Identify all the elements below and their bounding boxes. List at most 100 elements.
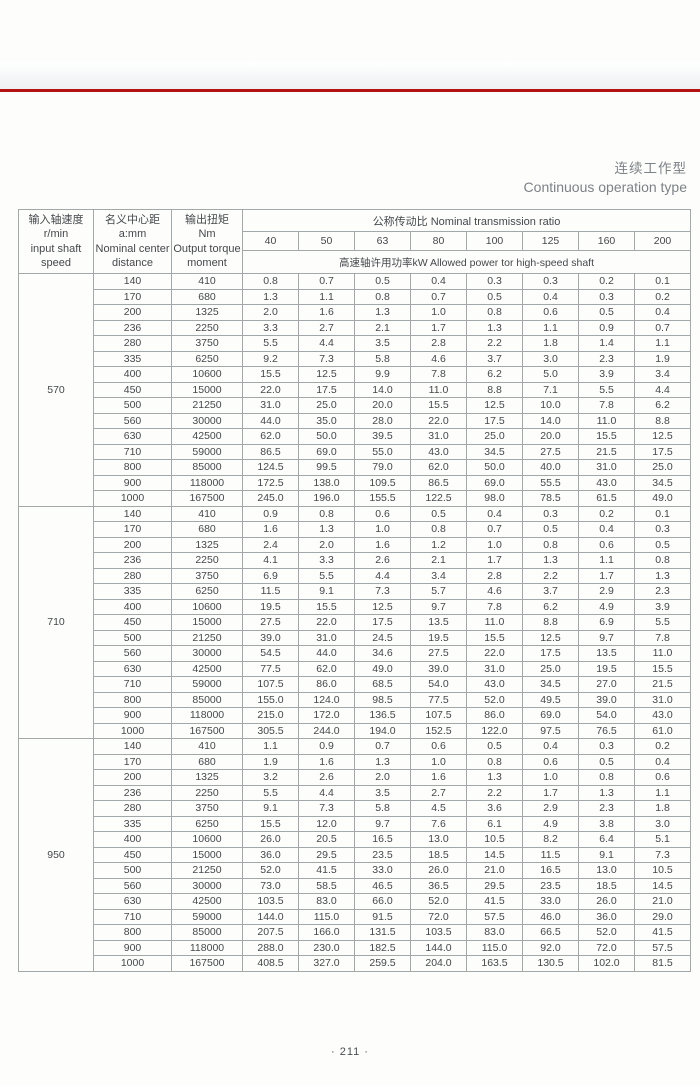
col-header-center-distance-line4: distance [112,256,153,269]
torque-cell: 167500 [171,490,243,507]
power-value-cell: 97.5 [522,722,579,739]
power-value-cell: 6.1 [466,815,523,832]
torque-cell: 2250 [171,319,243,336]
power-value-cell: 15.5 [242,815,299,832]
power-value-cell: 124.5 [242,459,299,476]
power-value-cell: 15.5 [466,629,523,646]
power-value-cell: 1.6 [298,304,355,321]
power-value-cell: 49.5 [522,691,579,708]
power-value-cell: 52.0 [242,862,299,879]
table-row: 710 59000 144.0 115.0 91.5 72.0 57.5 46.0 36.0 29… [19,908,692,925]
table-row: 900 118000 288.0 230.0 182.5 144.0 115.0 92.0 72… [19,939,692,956]
speed-group-cell: 710 [18,505,94,739]
power-value-cell: 0.4 [466,505,523,522]
torque-cell: 21250 [171,397,243,414]
power-value-cell: 1.7 [522,784,579,801]
power-value-cell: 244.0 [298,722,355,739]
power-value-cell: 17.5 [298,381,355,398]
power-value-cell: 1.0 [410,753,467,770]
center-distance-cell: 400 [93,366,172,383]
power-value-cell: 25.0 [298,397,355,414]
power-value-cell: 215.0 [242,707,299,724]
power-value-cell: 103.5 [410,924,467,941]
power-value-cell: 2.1 [410,552,467,569]
table-row: 280 3750 6.9 5.5 4.4 3.4 2.8 2.2 1.7 1.3 [19,567,692,584]
center-distance-cell: 450 [93,846,172,863]
table-row: 236 2250 5.5 4.4 3.5 2.7 2.2 1.7 1.3 1.1 [19,784,692,801]
power-value-cell: 9.1 [242,800,299,817]
center-distance-cell: 630 [93,893,172,910]
power-value-cell: 1.1 [522,319,579,336]
power-value-cell: 0.8 [466,304,523,321]
power-value-cell: 11.0 [410,381,467,398]
torque-cell: 680 [171,288,243,305]
center-distance-cell: 1000 [93,490,172,507]
power-value-cell: 152.5 [410,722,467,739]
power-value-cell: 2.9 [522,800,579,817]
power-value-cell: 5.5 [578,381,635,398]
col-header-output-torque-line3: Output torque [173,242,241,255]
power-value-cell: 0.8 [354,288,411,305]
power-value-cell: 50.0 [466,459,523,476]
power-value-cell: 25.0 [466,428,523,445]
power-value-cell: 1.3 [466,319,523,336]
power-value-cell: 40.0 [522,459,579,476]
power-value-cell: 22.0 [466,645,523,662]
power-value-cell: 4.1 [242,552,299,569]
power-value-cell: 83.0 [466,924,523,941]
power-value-cell: 15.5 [578,428,635,445]
power-value-cell: 1.9 [633,350,692,367]
power-value-cell: 0.9 [578,319,635,336]
table-row: 450 15000 36.0 29.5 23.5 18.5 14.5 11.5 9.1 7.3 [19,846,692,863]
power-value-cell: 4.6 [466,583,523,600]
power-value-cell: 1.3 [633,567,692,584]
power-value-cell: 17.5 [522,645,579,662]
power-value-cell: 41.5 [466,893,523,910]
power-value-cell: 259.5 [354,955,411,972]
page-title: 连续工作型 Continuous operation type [524,160,687,197]
torque-cell: 410 [171,273,243,290]
power-value-cell: 0.5 [466,738,523,755]
power-value-cell: 0.1 [633,505,692,522]
power-value-cell: 4.4 [298,335,355,352]
power-value-cell: 2.2 [522,567,579,584]
ratio-col-header: 80 [410,231,467,251]
center-distance-cell: 710 [93,676,172,693]
power-value-cell: 14.5 [633,877,692,894]
power-value-cell: 0.1 [633,273,692,290]
col-header-output-torque-line1: 输出扭矩 [185,213,229,226]
power-value-cell: 72.0 [578,939,635,956]
table-row: 200 1325 2.0 1.6 1.3 1.0 0.8 0.6 0.5 0.4 [19,304,692,321]
power-value-cell: 1.1 [242,738,299,755]
power-value-cell: 31.0 [466,660,523,677]
power-value-cell: 3.3 [242,319,299,336]
power-value-cell: 41.5 [633,924,692,941]
torque-cell: 85000 [171,924,243,941]
col-header-center-distance-line3: Nominal center [95,242,170,255]
power-value-cell: 305.5 [242,722,299,739]
page-title-cn: 连续工作型 [614,161,687,176]
power-value-cell: 0.8 [466,753,523,770]
center-distance-cell: 236 [93,784,172,801]
center-distance-cell: 560 [93,645,172,662]
power-value-cell: 130.5 [522,955,579,972]
power-value-cell: 1.3 [354,304,411,321]
power-value-cell: 39.5 [354,428,411,445]
power-value-cell: 24.5 [354,629,411,646]
table-row: 500 21250 52.0 41.5 33.0 26.0 21.0 16.5 13.0 10.5 [19,862,692,879]
power-value-cell: 5.5 [242,784,299,801]
page-top-band [0,62,700,89]
power-value-cell: 5.8 [354,800,411,817]
power-value-cell: 16.5 [522,862,579,879]
power-value-cell: 77.5 [410,691,467,708]
col-header-center-distance-line2: a:mm [118,228,147,241]
torque-cell: 410 [171,505,243,522]
power-value-cell: 41.5 [298,862,355,879]
power-value-cell: 25.0 [522,660,579,677]
power-value-cell: 1.4 [578,335,635,352]
table-row: 236 2250 4.1 3.3 2.6 2.1 1.7 1.3 1.1 0.8 [19,552,692,569]
power-value-cell: 46.5 [354,877,411,894]
power-value-cell: 13.5 [410,614,467,631]
center-distance-cell: 800 [93,459,172,476]
center-distance-cell: 200 [93,536,172,553]
